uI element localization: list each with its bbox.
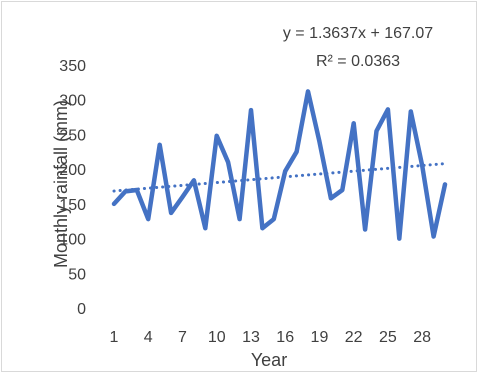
x-tick-label: 4	[144, 329, 153, 346]
x-tick-label: 13	[242, 329, 260, 346]
y-axis-title: Monthly rainfall (mm)	[51, 100, 71, 268]
trendline-layer	[112, 162, 447, 193]
y-tick-label: 350	[59, 58, 86, 75]
y-tick-label: 50	[68, 266, 86, 283]
trendline-equation: y = 1.3637x + 167.07	[283, 25, 433, 42]
y-tick-label: 100	[59, 232, 86, 249]
y-tick-label: 300	[59, 93, 86, 110]
x-tick-label: 16	[276, 329, 294, 346]
x-tick-label: 10	[208, 329, 226, 346]
x-tick-label: 1	[110, 329, 119, 346]
y-tick-label: 0	[77, 301, 86, 318]
x-axis-ticks: 1 4 7 10 13 16 19 22 25 28	[110, 329, 432, 346]
x-axis-title: Year	[251, 350, 287, 370]
y-tick-label: 250	[59, 127, 86, 144]
series-layer	[111, 89, 448, 241]
linear-trendline	[112, 162, 447, 193]
y-tick-label: 150	[59, 197, 86, 214]
y-tick-label: 200	[59, 162, 86, 179]
x-tick-label: 7	[178, 329, 187, 346]
x-tick-label: 19	[311, 329, 329, 346]
trendline-r-squared: R² = 0.0363	[316, 53, 400, 70]
y-axis-ticks: 0 50 100 150 200 250 300 350	[59, 58, 86, 318]
x-tick-label: 28	[413, 329, 431, 346]
x-tick-label: 22	[345, 329, 363, 346]
x-tick-label: 25	[379, 329, 397, 346]
rainfall-series-line	[111, 89, 448, 241]
